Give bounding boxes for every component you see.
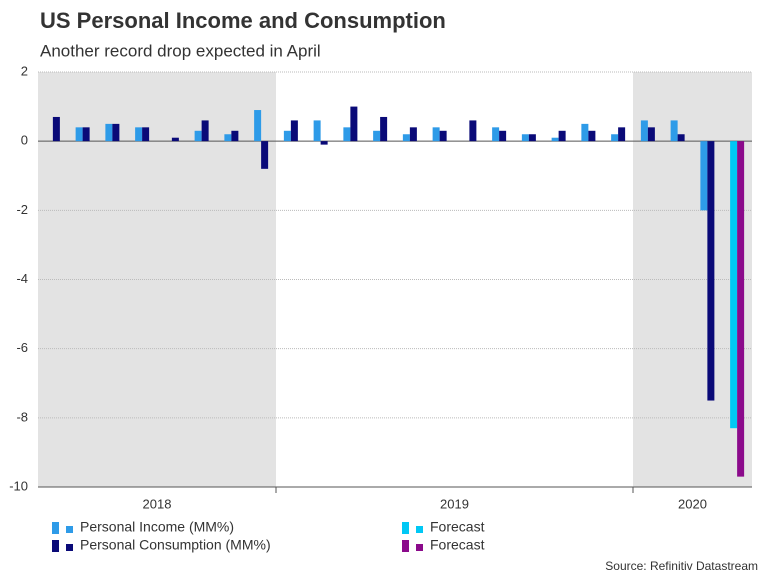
bar [261, 141, 269, 169]
bar [581, 123, 589, 142]
y-tick-label: -4 [16, 271, 28, 286]
bar [469, 120, 477, 142]
x-tick-label: 2018 [143, 496, 172, 511]
bar [432, 127, 440, 142]
bar [677, 134, 685, 142]
bar [611, 134, 619, 142]
bar [700, 141, 708, 211]
bar [194, 130, 202, 142]
bar [737, 141, 745, 477]
bar [528, 134, 536, 142]
legend-swatch [402, 540, 409, 552]
y-tick-label: -2 [16, 202, 28, 217]
bar [521, 134, 529, 142]
legend-swatch [52, 522, 59, 534]
legend-label: Forecast [430, 537, 485, 553]
bar [380, 116, 388, 142]
bar [313, 120, 321, 142]
bar [492, 127, 500, 142]
legend-label: Forecast [430, 519, 485, 535]
y-tick-label: -10 [9, 478, 28, 493]
x-tick-label: 2020 [678, 496, 707, 511]
bar [52, 116, 60, 142]
bar [135, 127, 143, 142]
y-tick-label: 2 [21, 63, 28, 78]
source: Source: Refinitiv Datastream [605, 559, 758, 573]
legend-swatch [66, 526, 73, 533]
bar [343, 127, 351, 142]
bar [439, 130, 447, 142]
bar [373, 130, 381, 142]
bar [171, 137, 179, 142]
bar [231, 130, 239, 142]
y-tick-label: 0 [21, 133, 28, 148]
bar [618, 127, 626, 142]
bar [224, 134, 232, 142]
legend-swatch [416, 544, 423, 551]
legend-swatch [416, 526, 423, 533]
y-tick-label: -8 [16, 409, 28, 424]
bar [402, 134, 410, 142]
bar [707, 141, 715, 401]
bar [201, 120, 209, 142]
bar [105, 123, 113, 142]
bar [499, 130, 507, 142]
bar [588, 130, 596, 142]
bar [112, 123, 120, 142]
bar [647, 127, 655, 142]
bar [290, 120, 298, 142]
bar [670, 120, 678, 142]
legend-label: Personal Consumption (MM%) [80, 537, 271, 553]
bar [350, 106, 358, 142]
x-tick-label: 2019 [440, 496, 469, 511]
bar [283, 130, 291, 142]
bar [640, 120, 648, 142]
bar [409, 127, 417, 142]
legend-swatch [402, 522, 409, 534]
bar [254, 110, 262, 142]
legend-swatch [66, 544, 73, 551]
bar [730, 141, 738, 429]
bar [558, 130, 566, 142]
bar [551, 137, 559, 142]
chart-subtitle: Another record drop expected in April [40, 41, 321, 60]
bar [82, 127, 90, 142]
chart-title: US Personal Income and Consumption [40, 8, 446, 33]
bar [320, 141, 328, 145]
legend-label: Personal Income (MM%) [80, 519, 234, 535]
bar [142, 127, 150, 142]
bar [75, 127, 83, 142]
legend-swatch [52, 540, 59, 552]
y-tick-label: -6 [16, 340, 28, 355]
